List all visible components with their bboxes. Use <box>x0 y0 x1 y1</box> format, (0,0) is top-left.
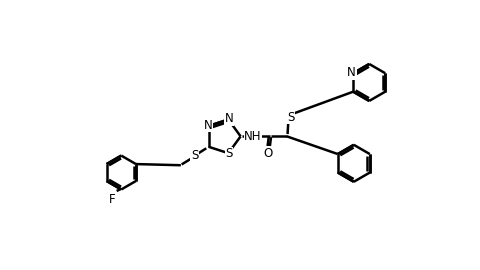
Text: S: S <box>191 150 198 163</box>
Text: S: S <box>287 111 294 124</box>
Text: F: F <box>108 193 115 206</box>
Text: NH: NH <box>244 130 262 143</box>
Text: N: N <box>204 119 212 132</box>
Text: N: N <box>348 66 356 79</box>
Text: N: N <box>225 112 233 125</box>
Text: S: S <box>226 147 233 160</box>
Text: O: O <box>264 147 273 160</box>
